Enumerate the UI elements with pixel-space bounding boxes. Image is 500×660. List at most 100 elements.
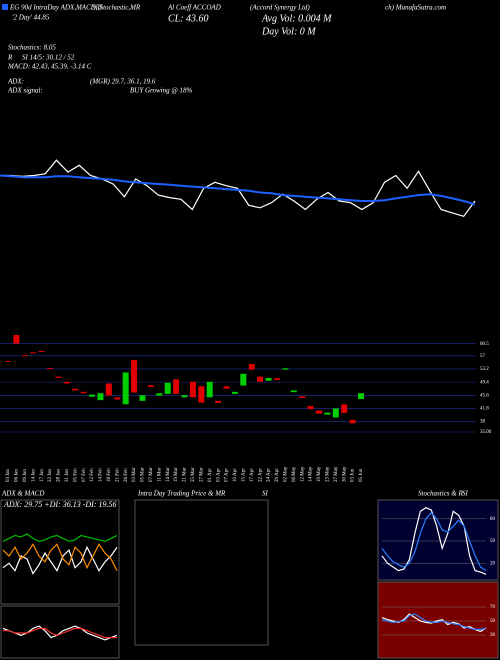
candle-body [97, 393, 104, 401]
candle-body [89, 394, 96, 397]
header-text: CL: 43.60 [168, 13, 209, 24]
y-tick-label: 38 [480, 420, 486, 425]
x-tick-label: 17 Jan [40, 469, 45, 482]
candle-body [164, 382, 171, 394]
header-text: (MGR) 29.7, 36.1, 19.6 [90, 78, 156, 86]
icon [2, 4, 8, 10]
x-tick-label: 05 Mar [141, 467, 146, 482]
x-tick-label: 22 Jan [48, 469, 53, 482]
x-tick-label: 14 Feb [99, 468, 104, 482]
header-text: ch) MunafaSutra.com [385, 4, 446, 12]
candle-body [282, 368, 289, 370]
series-line [0, 174, 476, 206]
candle-body [240, 373, 247, 386]
candle-body [307, 406, 314, 410]
series-line [2, 533, 118, 542]
candle-body [299, 396, 306, 399]
header-text: '2 Day' 44.85 [12, 14, 50, 22]
x-tick-label: 05 Jun [359, 468, 364, 482]
y-tick-label: 35.00 [480, 430, 492, 435]
x-tick-label: 06 May [292, 466, 297, 482]
series-line [381, 512, 487, 572]
series-line [0, 159, 476, 217]
header-text: ADX: [7, 78, 24, 86]
series-line [381, 507, 487, 575]
candle-body [181, 395, 188, 398]
series-line [2, 625, 118, 641]
candle-body [147, 385, 154, 387]
stoch-panel [377, 499, 499, 581]
candle-body [55, 376, 62, 378]
candle-body [248, 364, 255, 370]
x-tick-label: 21 Feb [115, 468, 120, 482]
x-tick-label: 06 Jan [15, 469, 20, 482]
x-tick-label: 12 Feb [90, 468, 95, 482]
macd-panel [0, 605, 120, 659]
candle-body [315, 410, 322, 414]
x-tick-label: 19 May [317, 466, 322, 482]
y-tick-label: 30 [490, 633, 496, 638]
x-tick-label: 14 May [309, 466, 314, 482]
y-tick-label: 70 [490, 605, 496, 610]
candle-body [13, 335, 20, 344]
x-tick-label: 14 Mar [166, 467, 171, 482]
candle-body [324, 412, 331, 415]
candle-body [5, 360, 11, 363]
candle-body [358, 393, 364, 400]
adx-values: ADX: 29.75 +DI: 36.13 -DI: 19.56 [3, 500, 117, 509]
header-text: EG 90d IntraDay ADX,MACD,B [9, 4, 103, 12]
candle-body [72, 388, 79, 391]
candle-body [215, 400, 222, 403]
series-line [381, 613, 487, 630]
header-text: Stochastics: 8.05 [8, 44, 56, 52]
x-tick-label: 07 Mar [149, 467, 154, 482]
header-text: (Accord Synergy Ltd) [250, 4, 310, 12]
x-tick-label: 05 Feb [73, 468, 78, 482]
panel-title: SI [262, 490, 269, 498]
candle-body [21, 355, 28, 357]
x-tick-label: 29 Apr [275, 468, 280, 482]
y-tick-label: 57 [480, 354, 486, 359]
x-tick-label: 07 Apr [225, 468, 230, 482]
candle-body [341, 404, 348, 413]
x-tick-label: 19 Mar [174, 467, 179, 482]
x-tick-label: 14 Jan [31, 469, 36, 482]
y-tick-label: 45.6 [480, 393, 489, 398]
candle-body [156, 393, 163, 396]
panel-title: Intra Day Trading Price & MR [137, 490, 226, 498]
x-tick-label: 18 Feb [107, 468, 112, 482]
y-tick-label: 20 [490, 561, 496, 566]
y-tick-label: 50 [490, 539, 496, 544]
candle-body [139, 395, 146, 401]
x-tick-label: 31 Jan [65, 469, 70, 482]
candle-body [114, 397, 121, 400]
candle-body [173, 379, 180, 394]
x-tick-label: 17 Apr [250, 468, 255, 482]
series-line [2, 543, 118, 571]
series-line [2, 545, 118, 575]
candle-body [63, 381, 70, 384]
header-text: Avg Vol: 0.004 M [261, 13, 332, 24]
x-tick-label: 03 Jan [6, 469, 11, 482]
x-tick-label: 02 May [283, 466, 288, 482]
candle-body [80, 391, 87, 394]
candle-body [131, 359, 138, 393]
x-tick-label: 11 Mar [157, 467, 162, 482]
x-tick-label: 01 Apr [208, 468, 213, 482]
y-tick-label: 50 [490, 619, 496, 624]
x-tick-label: 03 Jun [351, 468, 356, 482]
x-tick-label: 27 May [334, 466, 339, 482]
x-tick-label: 12 May [300, 466, 305, 482]
candle-body [189, 381, 196, 398]
candle-body [290, 390, 297, 393]
x-tick-label: 30 May [342, 466, 347, 482]
x-tick-label: 10 Apr [233, 468, 238, 482]
header-text: MACD: 42.43, 45.39, -3.14 C [7, 63, 92, 71]
header-text: BUY Growing @ 18% [130, 87, 193, 95]
x-tick-label: 28 Jan [57, 469, 62, 482]
candle-body [257, 376, 264, 382]
x-tick-label: 26 Feb [124, 468, 129, 482]
y-tick-label: 49.4 [480, 380, 489, 385]
y-tick-label: 41.8 [480, 407, 489, 412]
x-tick-label: 25 Mar [191, 467, 196, 482]
